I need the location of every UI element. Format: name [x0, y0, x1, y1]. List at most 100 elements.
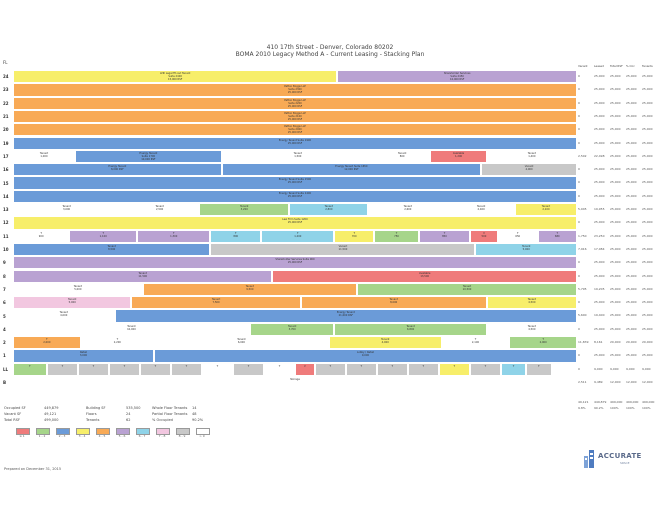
tenant-label: T — [185, 364, 188, 368]
tenant-space[interactable]: Law Firm Suite 1200 25,000 RSF — [13, 216, 577, 230]
tenant-space[interactable]: T — [46, 362, 78, 376]
tenant-space[interactable]: Tenant 800 — [373, 149, 431, 164]
stats-value: 25,000 — [626, 74, 637, 78]
tenant-space[interactable]: T — [139, 362, 171, 376]
tenant-space[interactable]: T 2,000 — [13, 336, 81, 350]
tenant-space[interactable]: T 900 — [13, 229, 70, 243]
stats-value: 2,511 — [578, 379, 587, 384]
tenant-space[interactable]: T — [500, 362, 527, 376]
tenant-space[interactable]: Tenant 4,500 — [486, 296, 577, 310]
tenant-space[interactable]: Tenant 1,400 — [486, 149, 577, 164]
tenant-space[interactable]: T — [345, 362, 377, 376]
tenant-space[interactable]: T 650 — [498, 229, 538, 243]
tenant-space[interactable]: Energy Tenant Suite 1500 25,000 RSF — [13, 176, 577, 190]
stats-value: 25,000 — [626, 246, 637, 251]
tenant-space[interactable]: Available 13,500 — [272, 269, 577, 283]
stacking-plan: FL 24 LVIII Legal Fit-out Tenant Suite 240… — [3, 60, 577, 398]
tenant-space[interactable]: Tenant 3,200 — [199, 203, 290, 217]
tenant-space[interactable]: Shareholder Services Suite 2450 10,000 RSF — [337, 70, 577, 84]
tenant-space[interactable]: Tenant 2,100 — [514, 203, 577, 217]
tenant-space[interactable]: Tenant 2,500 — [120, 203, 200, 217]
tenant-space[interactable]: T — [376, 362, 408, 376]
tenant-space[interactable]: Tenant 6,000 — [154, 336, 329, 350]
tenant-space[interactable]: Tenant 2,600 — [368, 203, 448, 217]
tenant-space[interactable]: Lobby / Retail 9,000 — [154, 349, 577, 363]
tenant-space[interactable]: Energy Tenant Suite 1650 12,000 RSF — [221, 163, 482, 177]
tenant-space[interactable]: T — [13, 362, 47, 376]
tenant-space[interactable]: T 800 — [210, 229, 262, 243]
tenant-space[interactable]: Available 1,200 — [430, 149, 487, 164]
tenant-space[interactable]: Tenant 8,000 — [300, 296, 487, 310]
tenant-label: T — [92, 364, 95, 368]
tenant-space[interactable]: T 750 — [373, 229, 420, 243]
tenant-space[interactable]: Tenant 10,500 — [357, 282, 577, 297]
tenant-label: T 2,100 — [471, 338, 480, 344]
tenant-space[interactable]: Patton Boggs LLP Suite 2200 25,000 RSF — [13, 96, 577, 110]
tenant-space[interactable]: Tenant 4,500 — [486, 322, 577, 336]
tenant-space[interactable]: Energy Tenant 21,000 RSF — [114, 309, 577, 323]
tenant-space[interactable]: T — [108, 362, 140, 376]
tenant-space[interactable]: Tenant 8,500 — [13, 242, 211, 257]
tenant-space[interactable]: T 2,200 — [80, 336, 154, 350]
tenant-space[interactable]: Tenant 2,400 — [447, 203, 515, 217]
tenant-space[interactable]: T 2,000 — [509, 336, 577, 350]
legend-label: 6 - 7 — [138, 434, 146, 438]
tenant-space[interactable]: Tenant 3,700 — [249, 322, 335, 336]
tenant-space[interactable]: Energy Tenant Suite 1400 25,000 RSF — [13, 189, 577, 203]
stats-value: 25,000 — [626, 180, 637, 185]
stats-value: 11,839 — [578, 340, 589, 344]
tenant-space[interactable]: Tenant 10,000 — [13, 322, 250, 336]
tenant-space[interactable]: Energy Tenant 8,000 RSF — [13, 163, 222, 177]
stats-value: 25,000 — [610, 300, 621, 305]
tenant-label: T — [154, 364, 157, 368]
tenant-space[interactable]: T — [170, 362, 202, 376]
tenant-space[interactable]: Shareholder Services Suite 900 25,000 RSF — [13, 256, 577, 270]
tenant-space[interactable]: Energy Tenant Suite 1900 25,000 RSF — [13, 136, 577, 150]
tenant-space[interactable]: Tenant 11,500 — [13, 269, 273, 283]
tenant-space[interactable]: T — [263, 362, 295, 376]
tenant-space[interactable]: Tenant 7,500 — [131, 296, 301, 310]
tenant-space[interactable]: Tenant 1,500 — [221, 149, 374, 164]
tenant-space[interactable]: Tenant 4,000 — [328, 336, 442, 350]
floor-number: LL — [3, 366, 9, 372]
tenant-space[interactable]: T — [314, 362, 346, 376]
tenant-space[interactable]: Tenant 9,500 — [142, 282, 358, 297]
tenant-space[interactable]: Vacant 4,000 — [481, 163, 577, 177]
floor-number: 11 — [3, 233, 9, 239]
tenant-space[interactable]: Retail 3,000 — [13, 349, 154, 363]
tenant-space[interactable]: LVIII Legal Fit-out Tenant Suite 2400 15,0… — [13, 70, 338, 84]
tenant-space[interactable]: T — [526, 362, 552, 376]
tenant-space[interactable]: Tenant 3,000 — [13, 203, 121, 217]
legend-swatch — [76, 428, 90, 435]
tenant-space[interactable]: T 850 — [419, 229, 470, 243]
tenant-space[interactable]: Patton Boggs LLP Suite 2000 25,000 RSF — [13, 123, 577, 137]
tenant-space[interactable]: T 1,100 — [69, 229, 138, 243]
tenant-space[interactable]: T 1,300 — [137, 229, 211, 243]
tenant-space[interactable]: Tenant 5,000 — [13, 282, 143, 297]
tenant-space[interactable]: Tenant 1,000 — [13, 149, 76, 164]
tenant-space[interactable]: Tenant 5,000 — [13, 296, 132, 310]
tenant-space[interactable]: Energy Tenant Suite 1700 10,000 RSF — [75, 149, 222, 164]
tenant-space[interactable]: Tenant 2,800 — [289, 203, 369, 217]
tenant-space[interactable]: T — [407, 362, 439, 376]
tenant-space[interactable]: T — [232, 362, 264, 376]
tenant-space[interactable]: T — [438, 362, 470, 376]
tenant-space[interactable]: V — [295, 362, 315, 376]
tenant-space[interactable]: T 2,100 — [441, 336, 510, 350]
tenant-space[interactable]: T — [201, 362, 233, 376]
tenant-space[interactable]: T — [77, 362, 109, 376]
totals-value: 499,000 — [610, 400, 623, 404]
tenant-space[interactable]: V 500 — [469, 229, 499, 243]
tenant-space[interactable]: T 680 — [537, 229, 577, 243]
tenant-space[interactable]: Patton Boggs LLP Suite 2300 25,000 RSF — [13, 83, 577, 97]
tenant-space[interactable]: Tenant 4,000 — [13, 309, 115, 323]
floor-row: 10 Tenant 8,500 Vacant 11,500 Tenant 5,000 — [3, 242, 577, 257]
tenant-space[interactable]: T — [469, 362, 501, 376]
tenant-space[interactable]: Tenant 5,000 — [475, 242, 577, 257]
tenant-space[interactable]: Vacant 11,500 — [210, 242, 476, 257]
tenant-space[interactable]: Storage — [13, 375, 577, 390]
tenant-space[interactable]: T 700 — [334, 229, 374, 243]
tenant-space[interactable]: T 1,200 — [261, 229, 335, 243]
tenant-space[interactable]: Tenant 6,800 — [334, 322, 487, 336]
tenant-space[interactable]: Patton Boggs LLP Suite 2100 25,000 RSF — [13, 109, 577, 124]
